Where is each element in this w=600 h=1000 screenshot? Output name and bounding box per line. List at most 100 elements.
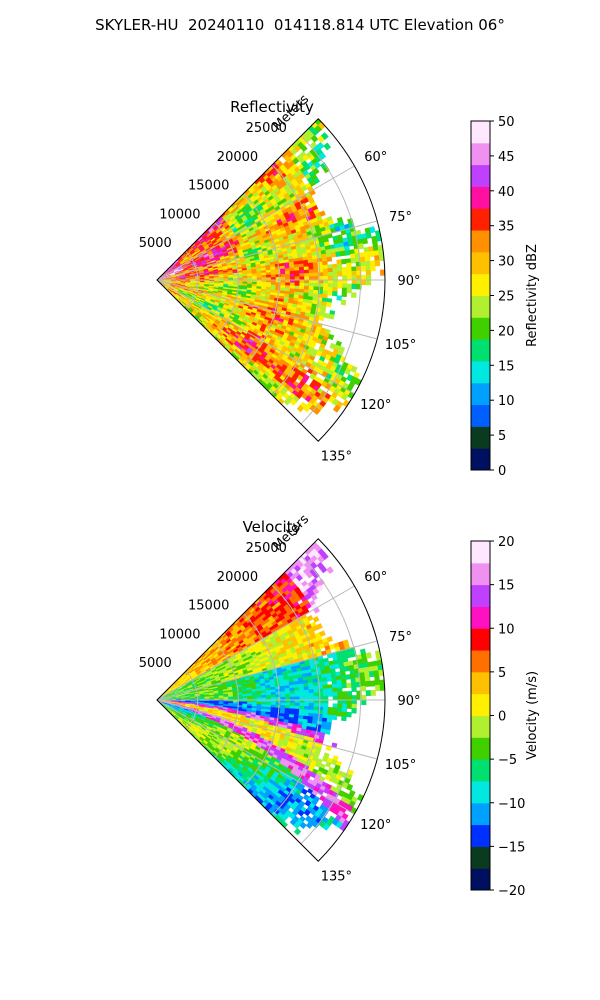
heatmap-cell	[337, 279, 343, 285]
heatmap-cell	[204, 675, 210, 680]
heatmap-cell	[245, 743, 252, 749]
colorbar-segment	[471, 317, 490, 340]
heatmap-cell	[278, 330, 285, 336]
heatmap-cell	[172, 266, 178, 270]
heatmap-cell	[226, 227, 233, 233]
heatmap-cell	[192, 245, 198, 250]
heatmap-cell	[177, 257, 183, 262]
heatmap-cell	[247, 726, 254, 731]
heatmap-cell	[242, 201, 249, 207]
heatmap-cell	[256, 633, 264, 639]
heatmap-cell	[261, 270, 267, 274]
heatmap-cell	[263, 236, 270, 242]
heatmap-cell	[236, 309, 243, 314]
heatmap-cell	[247, 235, 254, 241]
heatmap-cell	[224, 662, 230, 667]
heatmap-cell	[169, 286, 175, 290]
heatmap-cell	[336, 390, 345, 399]
heatmap-cell	[243, 755, 250, 762]
heatmap-cell	[248, 237, 255, 243]
heatmap-cell	[211, 230, 217, 236]
heatmap-cell	[175, 282, 181, 285]
heatmap-cell	[164, 270, 169, 275]
heatmap-cell	[199, 284, 205, 287]
heatmap-cell	[171, 697, 177, 699]
heatmap-cell	[210, 296, 217, 301]
heatmap-cell	[191, 672, 197, 677]
heatmap-cell	[182, 711, 188, 715]
heatmap-cell	[220, 656, 227, 661]
heatmap-cell	[202, 320, 208, 326]
heatmap-cell	[276, 335, 283, 342]
heatmap-cell	[350, 365, 358, 374]
colorbar-segment	[471, 251, 490, 275]
heatmap-cell	[164, 285, 170, 289]
heatmap-cell	[340, 299, 347, 306]
heatmap-cell	[165, 283, 171, 286]
heatmap-cell	[219, 638, 226, 644]
heatmap-cell	[184, 271, 190, 274]
heatmap-cell	[225, 646, 232, 652]
heatmap-cell	[210, 237, 216, 242]
heatmap-cell	[225, 328, 232, 334]
heatmap-cell	[247, 275, 253, 279]
heatmap-cell	[205, 298, 211, 303]
heatmap-cell	[215, 297, 222, 301]
heatmap-cell	[250, 631, 257, 637]
heatmap-cell	[183, 257, 189, 261]
heatmap-cell	[222, 669, 228, 673]
heatmap-cell	[242, 739, 248, 745]
heatmap-cell	[221, 737, 228, 743]
heatmap-cell	[217, 240, 224, 245]
heatmap-cell	[221, 247, 228, 252]
heatmap-cell	[246, 760, 253, 766]
heatmap-cell	[187, 263, 193, 267]
heatmap-cell	[212, 735, 218, 740]
heatmap-cell	[225, 730, 232, 735]
heatmap-cell	[253, 237, 260, 243]
heatmap-cell	[192, 253, 198, 258]
heatmap-cell	[176, 684, 182, 688]
heatmap-cell	[241, 233, 247, 239]
heatmap-cell	[220, 246, 227, 251]
heatmap-cell	[186, 715, 192, 719]
heatmap-cell	[247, 669, 254, 674]
heatmap-cell	[175, 274, 181, 277]
heatmap-cell	[222, 760, 228, 767]
heatmap-cell	[210, 752, 216, 758]
heatmap-cell	[183, 289, 189, 292]
heatmap-cell	[277, 210, 284, 217]
heatmap-cell	[322, 290, 329, 296]
heatmap-cell	[230, 234, 237, 240]
heatmap-cell	[227, 768, 233, 775]
heatmap-cell	[206, 669, 213, 674]
heatmap-cell	[238, 755, 245, 761]
heatmap-cell	[294, 392, 303, 400]
heatmap-cell	[203, 270, 210, 273]
heatmap-cell	[184, 692, 191, 695]
heatmap-cell	[175, 692, 181, 695]
heatmap-cell	[235, 665, 242, 670]
heatmap-cell	[256, 350, 263, 357]
heatmap-cell	[235, 243, 241, 248]
heatmap-cell	[199, 729, 205, 735]
heatmap-cell	[172, 289, 178, 294]
heatmap-cell	[195, 678, 201, 683]
heatmap-cell	[182, 711, 188, 715]
heatmap-cell	[266, 282, 272, 286]
heatmap-cell	[363, 246, 370, 254]
heatmap-cell	[266, 754, 273, 760]
heatmap-cell	[208, 253, 214, 258]
heatmap-cell	[201, 714, 208, 718]
heatmap-cell	[246, 776, 253, 782]
heatmap-cell	[280, 276, 286, 281]
heatmap-cell	[236, 739, 243, 745]
heatmap-cell	[199, 697, 205, 700]
heatmap-cell	[252, 644, 259, 650]
heatmap-cell	[351, 283, 357, 290]
heatmap-cell	[234, 734, 241, 739]
heatmap-cell	[236, 246, 243, 251]
heatmap-cell	[220, 632, 227, 638]
heatmap-cell	[270, 218, 277, 224]
heatmap-cell	[212, 712, 218, 715]
